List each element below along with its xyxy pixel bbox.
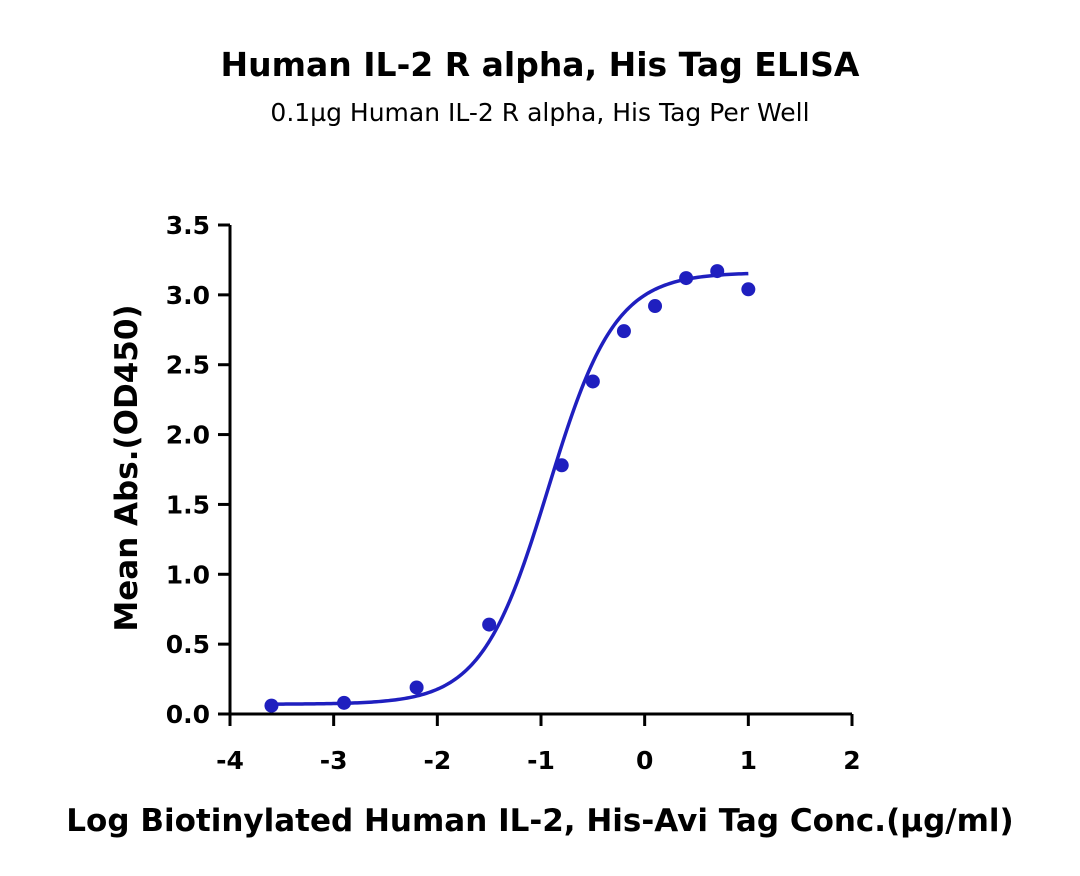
data-point <box>482 617 497 632</box>
x-tick-label: 0 <box>636 746 653 775</box>
y-tick-label: 0.0 <box>166 700 210 729</box>
x-tick-label: -2 <box>423 746 451 775</box>
chart-title: Human IL-2 R alpha, His Tag ELISA <box>221 45 860 84</box>
data-point <box>409 680 424 695</box>
x-axis-label: Log Biotinylated Human IL-2, His-Avi Tag… <box>66 803 1013 839</box>
data-point <box>554 458 569 473</box>
y-tick-label: 0.5 <box>166 630 210 659</box>
data-points <box>264 264 756 713</box>
axes: 0.0 0.5 1.0 1.5 2.0 2.5 3.0 3.5 -4 -3 -2 -1 0 1 2 <box>166 211 861 775</box>
data-point <box>337 695 352 710</box>
x-tick-label: -4 <box>216 746 244 775</box>
x-ticks: -4 -3 -2 -1 0 1 2 <box>216 714 861 775</box>
y-ticks: 0.0 0.5 1.0 1.5 2.0 2.5 3.0 3.5 <box>166 211 230 729</box>
data-point <box>585 374 600 389</box>
data-point <box>679 271 694 286</box>
data-point <box>710 264 725 279</box>
y-tick-label: 1.5 <box>166 490 210 519</box>
x-tick-label: 1 <box>740 746 757 775</box>
series-group <box>264 264 756 713</box>
y-tick-label: 3.5 <box>166 211 210 240</box>
data-point <box>264 698 279 713</box>
y-tick-label: 3.0 <box>166 281 210 310</box>
x-tick-label: -1 <box>527 746 555 775</box>
x-tick-label: 2 <box>843 746 860 775</box>
data-point <box>616 324 631 339</box>
fit-curve <box>271 271 749 706</box>
x-tick-label: -3 <box>320 746 348 775</box>
chart-subtitle: 0.1µg Human IL-2 R alpha, His Tag Per We… <box>270 98 809 127</box>
y-tick-label: 1.0 <box>166 560 210 589</box>
data-point <box>741 282 756 297</box>
y-axis-label: Mean Abs.(OD450) <box>109 304 145 631</box>
y-tick-label: 2.5 <box>166 351 210 380</box>
y-tick-label: 2.0 <box>166 421 210 450</box>
data-point <box>648 299 663 314</box>
